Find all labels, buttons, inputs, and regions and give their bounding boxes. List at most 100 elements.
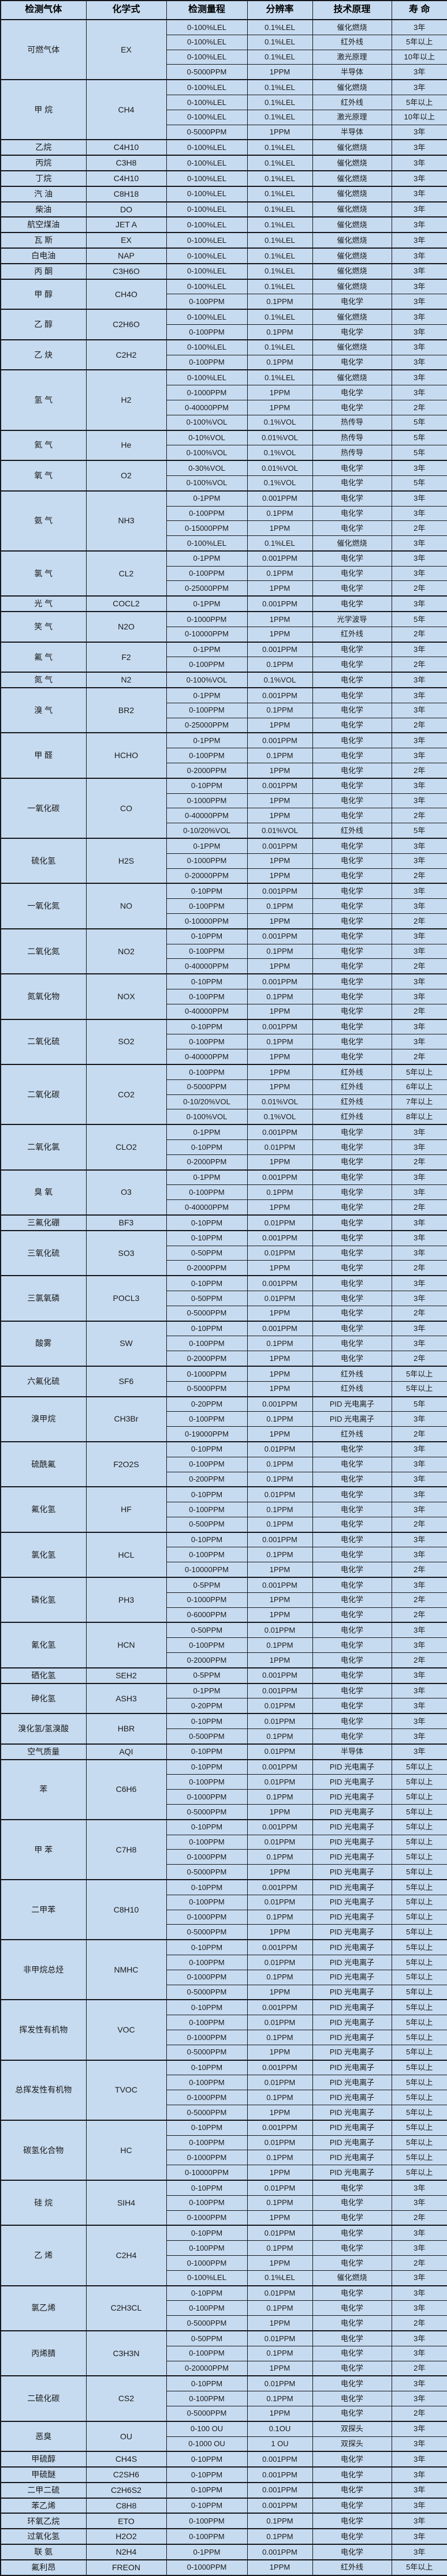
resolution-cell: 1PPM xyxy=(247,1381,313,1397)
table-row: 挥发性有机物 VOC 0-10PPM 0.001PPM PID 光电离子 5年以上 xyxy=(0,1999,447,2061)
resolution-cell: 1PPM xyxy=(247,1804,313,1820)
principle-cell: PID 光电离子 xyxy=(312,1396,392,1412)
lifetime-cell: 3年 xyxy=(391,2240,447,2256)
principle-cell: PID 光电离子 xyxy=(312,2165,392,2181)
lifetime-cell: 5年以上 xyxy=(391,1939,447,1956)
range-cell: 0-100%LEL xyxy=(166,94,248,110)
range-cell: 0-2000PPM xyxy=(166,1260,248,1276)
range-cell: 0-100PPM xyxy=(166,2300,248,2316)
principle-cell: PID 光电离子 xyxy=(312,1834,392,1850)
table-header: 检测气体 化学式 检测量程 分辨率 技术原理 寿 命 xyxy=(0,0,447,20)
lifetime-cell: 5年以上 xyxy=(391,2165,447,2181)
lifetime-cell: 5年以上 xyxy=(391,1955,447,1970)
gas-name-cell: 磷化氢 xyxy=(0,1577,87,1623)
range-cell: 0-500PPM xyxy=(166,1516,248,1533)
range-cell: 0-100%LEL xyxy=(166,139,248,156)
resolution-cell: 0.1PPM xyxy=(247,2300,313,2316)
resolution-cell: 0.001PPM xyxy=(247,2481,313,2499)
resolution-cell: 0.1%VOL xyxy=(247,414,313,431)
formula-cell: C7H8 xyxy=(85,1818,167,1880)
range-cell: 0-10PPM xyxy=(166,2497,248,2514)
lifetime-cell: 3年 xyxy=(391,1034,447,1050)
lifetime-cell: 3年 xyxy=(391,1486,447,1503)
table-row: 甲硫醇 CH4S 0-10PPM 0.001PPM 电化学 3年 xyxy=(0,2451,447,2468)
resolution-cell: 0.001PPM xyxy=(247,1169,313,1186)
lifetime-cell: 3年 xyxy=(391,1682,447,1699)
table-row: 三氟化硼 BF3 0-10PPM 0.01PPM 电化学 3年 xyxy=(0,1214,447,1231)
gas-name-cell: 乙 烯 xyxy=(0,2225,87,2286)
lifetime-cell: 5年 xyxy=(391,1396,447,1412)
range-cell: 0-2000PPM xyxy=(166,1154,248,1171)
resolution-cell: 0.1%LEL xyxy=(247,170,313,187)
formula-cell: H2O2 xyxy=(85,2528,167,2545)
lifetime-cell: 3年 xyxy=(391,1547,447,1563)
principle-cell: 电化学 xyxy=(312,1441,392,1457)
resolution-cell: 0.001PPM xyxy=(247,1229,313,1246)
principle-cell: 电化学 xyxy=(312,324,392,340)
range-cell: 0-10PPM xyxy=(166,973,248,990)
lifetime-cell: 2年 xyxy=(391,868,447,884)
lifetime-cell: 2年 xyxy=(391,1351,447,1367)
principle-cell: 电化学 xyxy=(312,641,392,658)
range-cell: 0-100%VOL xyxy=(166,414,248,431)
table-row: 瓦 斯 EX 0-100%LEL 0.1%LEL 催化燃烧 3年 xyxy=(0,232,447,249)
formula-cell: F2 xyxy=(85,641,167,673)
lifetime-cell: 3年 xyxy=(391,641,447,658)
gas-name-cell: 二氧化碳 xyxy=(0,1063,87,1125)
principle-cell: 电化学 xyxy=(312,928,392,944)
resolution-cell: 1PPM xyxy=(247,1260,313,1276)
resolution-cell: 1PPM xyxy=(247,2559,313,2576)
range-cell: 0-10PPM xyxy=(166,1818,248,1835)
lifetime-cell: 3年 xyxy=(391,2391,447,2406)
resolution-cell: 0.1PPM xyxy=(247,748,313,764)
lifetime-cell: 3年 xyxy=(391,1411,447,1427)
table-row: 0-100PPM 0.1PPM 电化学 3年 xyxy=(1,505,447,522)
gas-name-cell: 瓦 斯 xyxy=(0,232,87,249)
resolution-cell: 1PPM xyxy=(247,611,313,627)
resolution-cell: 1PPM xyxy=(247,1592,313,1608)
lifetime-cell: 3年 xyxy=(391,732,447,749)
lifetime-cell: 3年 xyxy=(391,2497,447,2514)
lifetime-cell: 8年以上 xyxy=(391,1109,447,1125)
range-cell: 0-10PPM xyxy=(166,2119,248,2136)
range-cell: 0-5000PPM xyxy=(166,1381,248,1397)
table-row: 一氧化碳 CO 0-10PPM 0.001PPM 电化学 3年 xyxy=(0,777,447,839)
range-cell: 0-1000 OU xyxy=(166,2436,248,2452)
lifetime-cell: 3年 xyxy=(391,1336,447,1352)
table-row: 空气质量 AQI 0-10PPM 0.01PPM 半导体 3年 xyxy=(0,1743,447,1760)
range-cell: 0-10PPM xyxy=(166,1441,248,1457)
resolution-cell: 1PPM xyxy=(247,1351,313,1367)
principle-cell: PID 光电离子 xyxy=(312,1999,392,2016)
table-row: 氦 气 He 0-10%VOL 0.01%VOL 热传导 5年 xyxy=(0,429,447,461)
header-formula: 化学式 xyxy=(85,0,167,20)
lifetime-cell: 5年以上 xyxy=(391,2090,447,2105)
table-row: 乙 烯 C2H4 0-10PPM 0.01PPM 电化学 3年 xyxy=(0,2225,447,2286)
range-cell: 0-5000PPM xyxy=(166,124,248,140)
principle-cell: 电化学 xyxy=(312,1290,392,1306)
table-row: 0-2000PPM 1PPM 电化学 2年 xyxy=(1,1154,447,1171)
principle-cell: 电化学 xyxy=(312,1471,392,1487)
range-cell: 0-1000PPM xyxy=(166,2210,248,2226)
lifetime-cell: 3年 xyxy=(391,2481,447,2499)
lifetime-cell: 3年 xyxy=(391,2420,447,2437)
formula-cell: C3H3N xyxy=(85,2330,167,2376)
range-cell: 0-100%LEL xyxy=(166,263,248,280)
table-row: 0-100PPM 0.1PPM 电化学 3年 xyxy=(1,2195,447,2211)
resolution-cell: 0.1%LEL xyxy=(247,155,313,171)
range-cell: 0-1000PPM xyxy=(166,2090,248,2105)
gas-name-cell: 硫化氢 xyxy=(0,838,87,884)
resolution-cell: 0.01PPM xyxy=(247,1441,313,1457)
lifetime-cell: 5年 xyxy=(391,445,447,461)
resolution-cell: 0.1PPM xyxy=(247,989,313,1004)
range-cell: 0-1000PPM xyxy=(166,1909,248,1925)
lifetime-cell: 5年以上 xyxy=(391,1849,447,1865)
principle-cell: 电化学 xyxy=(312,580,392,597)
lifetime-cell: 3年 xyxy=(391,2528,447,2545)
range-cell: 0-100%LEL xyxy=(166,109,248,125)
resolution-cell: 0.001PPM xyxy=(247,1396,313,1412)
principle-cell: 电化学 xyxy=(312,2345,392,2361)
lifetime-cell: 3年 xyxy=(391,565,447,582)
formula-cell: VOC xyxy=(85,1999,167,2061)
gas-name-cell: 二硫化碳 xyxy=(0,2375,87,2422)
